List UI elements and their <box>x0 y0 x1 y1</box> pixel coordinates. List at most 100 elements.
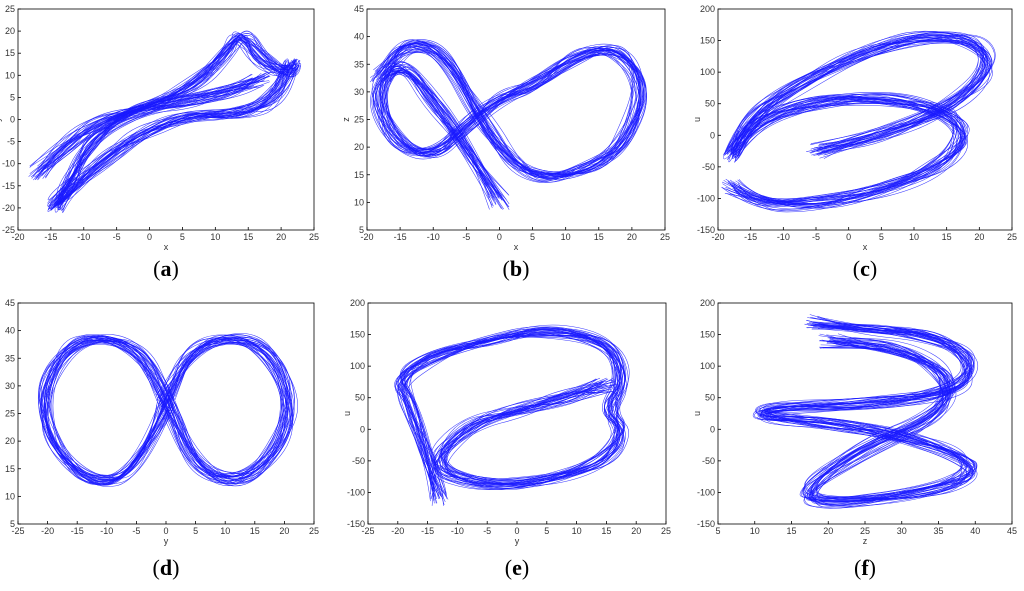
panel-a-caption-letter: a <box>161 256 172 281</box>
panel-a-orbit-line <box>33 34 297 210</box>
panel-d-xtick-label: 20 <box>279 526 289 536</box>
panel-f-ytick-label: 100 <box>700 361 715 371</box>
panel-b-ytick-label: 25 <box>354 115 364 125</box>
panel-f-ytick-label: 0 <box>710 424 715 434</box>
panel-a: -20 -15 -10 -5 0 5 10 15 20 25-25-20-15-10-505101… <box>0 4 319 281</box>
panel-f-xtick-label: 10 <box>750 526 760 536</box>
panel-d-xtick-label: -25 <box>11 526 24 536</box>
panel-b-caption-letter: b <box>510 256 522 281</box>
panel-c-xlabel: x <box>863 242 868 252</box>
panel-d-xtick-label: -5 <box>132 526 140 536</box>
panel-f-ylabel: u <box>692 411 702 416</box>
panel-e-xtick-label: -5 <box>483 526 491 536</box>
panel-f-ytick-label: -150 <box>697 519 715 529</box>
panel-e-caption-letter: e <box>512 555 522 580</box>
panel-a-caption: (a) <box>153 256 179 281</box>
panel-b-xtick-label: 25 <box>660 232 670 242</box>
panel-b-caption: (b) <box>503 256 530 281</box>
panel-c-ytick-label: 100 <box>700 67 715 77</box>
panel-e-orbit-line <box>394 330 629 498</box>
panel-c-ytick-label: 150 <box>700 36 715 46</box>
panel-d-orbit-line <box>51 339 292 484</box>
panel-b-xtick-label: -5 <box>462 232 470 242</box>
panel-e-orbit-line <box>403 328 624 496</box>
panel-a-xtick-label: 10 <box>210 232 220 242</box>
panel-e-xtick-label: -25 <box>361 526 374 536</box>
panel-b-xlabel: x <box>514 242 519 252</box>
panel-e-caption-close: ) <box>522 555 529 580</box>
panel-e-ytick-label: 200 <box>350 298 365 308</box>
panel-e-orbit-line <box>397 328 626 500</box>
panel-d-trajectory <box>38 333 298 487</box>
panel-d-caption-letter: d <box>160 555 172 580</box>
panel-b-ytick-label: 15 <box>354 170 364 180</box>
panel-d-xtick-label: -10 <box>100 526 113 536</box>
panel-b-xtick-label: 5 <box>530 232 535 242</box>
panel-a-ytick-label: -20 <box>2 203 15 213</box>
panel-d-ylabel: z <box>0 411 2 416</box>
panel-b-ytick-label: 20 <box>354 142 364 152</box>
panel-b-ytick-label: 5 <box>359 225 364 235</box>
panel-a-ytick-label: 20 <box>5 26 15 36</box>
panel-e-orbit-line <box>410 326 621 506</box>
panel-b-orbit-line <box>385 46 643 203</box>
panel-a-xtick-label: 15 <box>243 232 253 242</box>
panel-a-ytick-label: -10 <box>2 159 15 169</box>
panel-b-orbit-line <box>371 49 633 196</box>
panel-a-orbit-line <box>37 39 287 203</box>
panel-b-orbit-line <box>379 43 640 208</box>
panel-e-ytick-label: 150 <box>350 330 365 340</box>
panel-d-caption-close: ) <box>172 555 179 580</box>
panel-e-xtick-label: -10 <box>451 526 464 536</box>
panel-a-ytick-label: 15 <box>5 48 15 58</box>
panel-f-caption-close: ) <box>869 555 876 580</box>
panel-d-xtick-label: -20 <box>41 526 54 536</box>
panel-a-orbit-line <box>30 39 289 210</box>
panel-f-orbit-line <box>766 324 974 505</box>
panel-f-xtick-label: 25 <box>860 526 870 536</box>
panel-c-ytick-label: 200 <box>700 4 715 14</box>
panel-d-xtick-label: 5 <box>193 526 198 536</box>
panel-b-xtick-label: -15 <box>394 232 407 242</box>
panel-c-caption-letter: c <box>860 256 870 281</box>
panel-b-orbit-line <box>379 39 638 205</box>
panel-e-xtick-label: -15 <box>421 526 434 536</box>
panel-d-ytick-label: 15 <box>5 464 15 474</box>
panel-f-ytick-label: -100 <box>697 487 715 497</box>
panel-a-trajectory <box>28 30 302 213</box>
panel-e-ytick-label: -100 <box>347 487 365 497</box>
panel-f-xtick-label: 45 <box>1007 526 1017 536</box>
panel-c-xtick-label: 25 <box>1007 232 1017 242</box>
panel-e-xtick-label: 0 <box>514 526 519 536</box>
panel-b-ytick-label: 45 <box>354 4 364 14</box>
panel-a-xtick-label: -20 <box>11 232 24 242</box>
panel-b-trajectory <box>369 39 647 210</box>
panel-b-xtick-label: -10 <box>427 232 440 242</box>
panel-c-caption: (c) <box>853 256 877 281</box>
panel-f-xtick-label: 15 <box>786 526 796 536</box>
panel-b-caption-close: ) <box>522 256 529 281</box>
panel-f-orbit-line <box>755 327 971 502</box>
panel-a-orbit-line <box>44 37 297 211</box>
panel-d-xtick-label: 25 <box>309 526 319 536</box>
panel-a-orbit-line <box>32 40 296 210</box>
panel-d-xlabel: y <box>164 536 169 546</box>
panel-c-xtick-label: -10 <box>777 232 790 242</box>
panel-f-trajectory <box>752 314 979 509</box>
panel-d-orbit-line <box>43 336 293 480</box>
panel-a-orbit-line <box>40 35 291 213</box>
panel-e: -25 -20 -15 -10 -5 0 5 10 15 20 25-150-100-5005010… <box>342 298 671 580</box>
panel-e-xtick-label: 20 <box>631 526 641 536</box>
panel-c-xtick-label: -15 <box>744 232 757 242</box>
panel-e-ytick-label: -150 <box>347 519 365 529</box>
panel-c-orbit-line <box>729 39 984 205</box>
panel-a-ytick-label: -5 <box>7 137 15 147</box>
panel-f-ytick-label: 150 <box>700 330 715 340</box>
panel-a-ylabel: y <box>0 117 2 122</box>
panel-e-orbit-line <box>404 336 627 499</box>
panel-c-xtick-label: 10 <box>909 232 919 242</box>
panel-e-xtick-label: 10 <box>572 526 582 536</box>
panel-b-orbit-line <box>383 49 633 199</box>
panel-e-ytick-label: -50 <box>352 456 365 466</box>
